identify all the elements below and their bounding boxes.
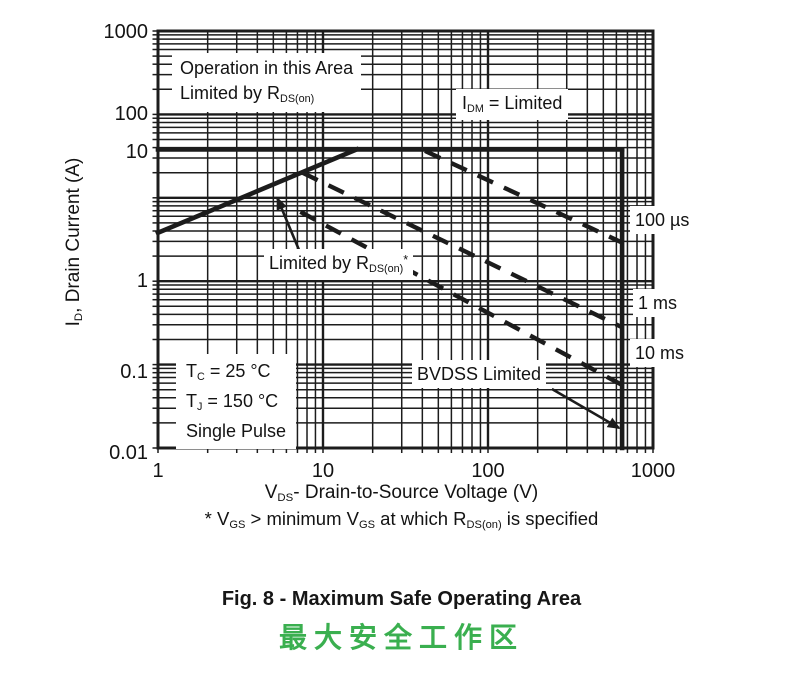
condition-case-temperature: TC = 25 °C	[186, 358, 286, 388]
y-tick-label: 0.1	[120, 360, 148, 383]
text-segment: Single Pulse	[186, 421, 287, 441]
annotation-limited-by-rdson: Limited by RDS(on)*	[264, 249, 414, 280]
text-segment: = Limited	[483, 93, 563, 113]
text-segment: Operation in this Area	[180, 58, 354, 78]
soa-chart	[152, 29, 655, 453]
text-segment: I	[462, 93, 468, 113]
curve-label-100us: 100 µs	[630, 206, 695, 234]
annotation-bvdss-limited: BVDSS Limited	[412, 360, 547, 388]
text-segment: I	[63, 321, 84, 327]
subscript: GS	[358, 519, 376, 532]
series-pulse_100us	[424, 148, 624, 245]
subscript: DS(on)	[369, 263, 404, 276]
y-tick-label: 100	[114, 103, 148, 126]
y-tick-label: 10	[125, 140, 148, 163]
x-tick-label: 1000	[630, 460, 676, 482]
text-segment: = 150 °C	[202, 391, 279, 411]
figure-caption: Fig. 8 - Maximum Safe Operating Area	[221, 588, 582, 610]
series-pulse_10ms	[299, 209, 624, 387]
text-segment: * V	[204, 508, 230, 529]
annotation-test-conditions: TC = 25 °C TJ = 150 °C Single Pulse	[176, 354, 297, 449]
x-tick-label: 10	[311, 460, 335, 482]
x-tick-label: 1	[152, 460, 164, 482]
text-segment: V	[264, 482, 278, 503]
text-segment: = 25 °C	[204, 361, 271, 381]
rdson-pointer	[276, 196, 301, 252]
condition-junction-temperature: TJ = 150 °C	[186, 388, 286, 418]
subscript: D	[73, 312, 86, 322]
condition-single-pulse: Single Pulse	[186, 418, 286, 445]
text-segment: at which R	[375, 508, 467, 529]
text-segment: T	[186, 391, 197, 411]
y-tick-label: 1	[136, 270, 148, 293]
bvdss-pointer	[551, 387, 621, 430]
curve-label-1ms: 1 ms	[633, 289, 683, 317]
subscript: GS	[229, 519, 246, 532]
subscript: C	[197, 371, 205, 384]
axis-footnote: * VGS > minimum VGS at which RDS(on) is …	[0, 508, 803, 532]
subscript: DS	[277, 492, 294, 505]
text-segment: Limited by R	[180, 83, 281, 103]
annotation-operation-area-line1: Operation in this Area	[180, 56, 353, 81]
superscript: *	[403, 252, 409, 267]
plot-border	[156, 29, 655, 450]
subscript: DM	[467, 103, 484, 116]
y-axis-title: ID, Drain Current (A)	[63, 158, 85, 327]
y-tick-label: 0.01	[109, 442, 148, 464]
text-segment: is specified	[501, 508, 599, 529]
subscript: DS(on)	[466, 519, 502, 532]
text-segment: T	[186, 361, 197, 381]
text-segment: - Drain-to-Source Voltage (V)	[293, 482, 539, 503]
subscript: DS(on)	[280, 93, 315, 106]
text-segment: Limited by R	[269, 253, 370, 273]
curve-label-10ms: 10 ms	[630, 339, 690, 367]
text-segment: BVDSS Limited	[417, 364, 542, 384]
text-segment: , Drain Current (A)	[63, 157, 84, 313]
annotation-operation-area: Operation in this Area Limited by RDS(on…	[172, 53, 362, 112]
subscript: J	[197, 401, 203, 414]
y-tick-label: 1000	[103, 21, 149, 43]
series-pulse_1ms	[301, 170, 624, 330]
figure-caption-zh: 最大安全工作区	[278, 622, 524, 653]
x-tick-label: 100	[471, 460, 505, 482]
series-rdson_limit_line	[154, 146, 360, 236]
annotation-idm-limited: IDM = Limited	[456, 89, 569, 120]
x-axis-title: VDS- Drain-to-Source Voltage (V)	[0, 482, 803, 504]
annotation-operation-area-line2: Limited by RDS(on)	[180, 81, 353, 109]
text-segment: > minimum V	[245, 508, 359, 529]
